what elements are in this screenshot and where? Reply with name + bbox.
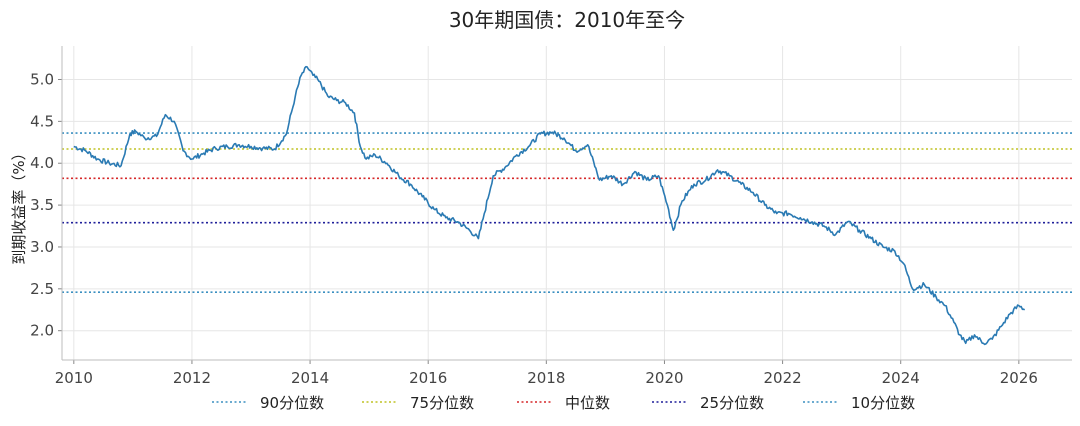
y-tick-labels: 2.0 2.5 3.0 3.5 4.0 4.5 5.0 [30,70,54,339]
reference-lines [62,132,1072,293]
x-tick-label: 2022 [763,369,801,387]
legend-item: 中位数 [517,394,610,412]
y-tick-label: 2.5 [30,280,54,298]
legend-item: 10分位数 [803,394,915,412]
y-tick-label: 4.5 [30,112,54,130]
legend-item: 90分位数 [212,394,324,412]
x-tick-label: 2018 [527,369,565,387]
x-tick-label: 2024 [882,369,920,387]
x-tick-label: 2026 [1000,369,1038,387]
x-tick-label: 2016 [409,369,447,387]
x-tick-label: 2012 [173,369,211,387]
y-tick-label: 3.0 [30,238,54,256]
y-tick-label: 3.5 [30,196,54,214]
legend-item: 25分位数 [652,394,764,412]
axes [58,46,1072,364]
legend-label: 10分位数 [851,394,915,412]
x-tick-label: 2010 [55,369,93,387]
legend: 90分位数 75分位数 中位数 25分位数 10分位数 [212,394,915,412]
y-tick-label: 5.0 [30,70,54,88]
x-tick-label: 2014 [291,369,329,387]
series-layer [73,65,1026,346]
x-tick-labels: 2010 2012 2014 2016 2018 2020 2022 2024 2026 [55,369,1038,387]
legend-label: 25分位数 [700,394,764,412]
legend-item: 75分位数 [362,394,474,412]
legend-label: 中位数 [565,394,610,412]
y-axis-label: 到期收益率（%） [10,145,28,264]
legend-label: 75分位数 [410,394,474,412]
grid-layer [62,46,1072,360]
x-tick-label: 2020 [645,369,683,387]
y-tick-label: 4.0 [30,154,54,172]
y-tick-label: 2.0 [30,322,54,340]
chart-title: 30年期国债：2010年至今 [449,8,685,32]
legend-label: 90分位数 [260,394,324,412]
yield-series-line [73,65,1026,346]
